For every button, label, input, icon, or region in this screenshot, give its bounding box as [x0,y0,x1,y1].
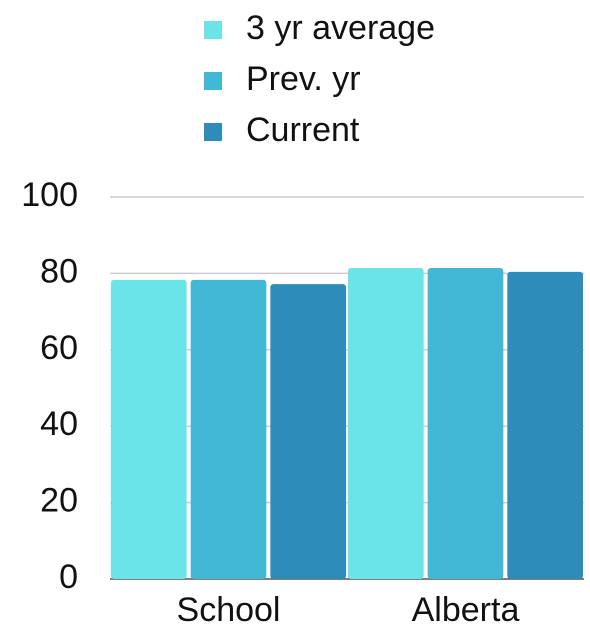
y-tick-label: 0 [59,558,78,596]
y-tick-label: 40 [40,405,78,443]
legend-label: 3 yr average [246,9,435,47]
x-tick-label: School [177,591,281,629]
bar [270,284,346,579]
bar [190,279,267,579]
y-tick-label: 80 [40,252,78,290]
legend-label: Current [246,111,360,149]
x-tick-label: Alberta [412,591,520,629]
bar [507,271,583,579]
legend-swatch [204,123,222,141]
bar [348,268,424,579]
y-tick-label: 100 [21,176,78,214]
legend-swatch [204,21,222,39]
bar [427,268,504,579]
legend-swatch [204,72,222,90]
legend-label: Prev. yr [246,60,361,98]
y-tick-label: 60 [40,329,78,367]
bar [111,279,187,579]
y-tick-label: 20 [40,482,78,520]
